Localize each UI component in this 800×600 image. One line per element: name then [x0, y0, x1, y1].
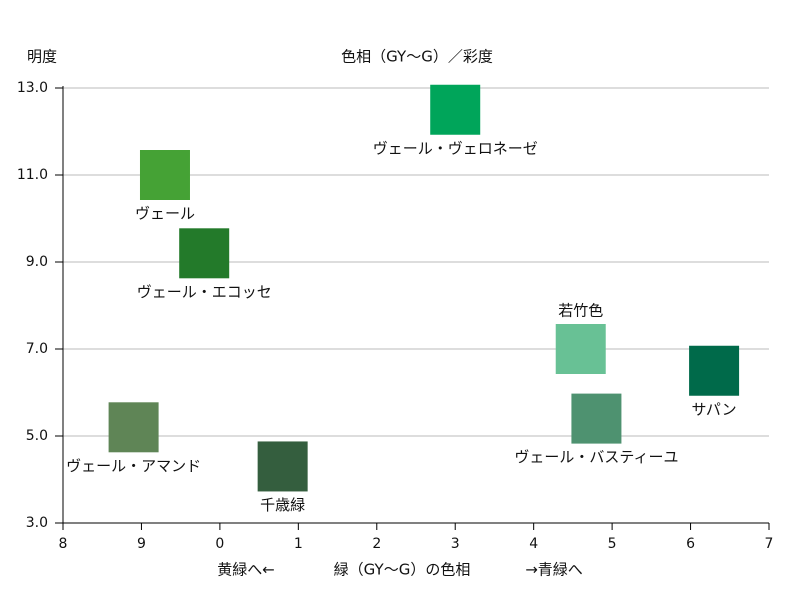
color-swatch — [108, 402, 159, 453]
x-tick-label: 3 — [451, 536, 460, 552]
x-tick-label: 8 — [59, 536, 68, 552]
point-label: 千歳緑 — [260, 496, 305, 514]
y-tick-label: 9.0 — [26, 254, 48, 270]
x-annotation: 黄緑へ← — [217, 561, 275, 579]
point-label: ヴェール・アマンド — [66, 457, 201, 475]
x-tick-label: 7 — [765, 536, 774, 552]
x-tick-label: 2 — [372, 536, 381, 552]
color-swatch — [571, 393, 622, 444]
point-label: ヴェール・エコッセ — [137, 283, 272, 301]
x-tick-label: 1 — [294, 536, 303, 552]
color-swatch — [689, 345, 740, 396]
chart-title: 色相（GY〜G）／彩度 — [341, 48, 493, 66]
color-swatch — [257, 441, 308, 492]
y-axis-label: 明度 — [27, 48, 57, 66]
x-tick-label: 0 — [215, 536, 224, 552]
point-label: 若竹色 — [558, 302, 603, 320]
x-annotation: →青緑へ — [525, 561, 583, 579]
color-swatch — [555, 324, 606, 374]
x-tick-label: 9 — [137, 536, 146, 552]
x-tick-label: 4 — [529, 536, 538, 552]
y-tick-label: 13.0 — [17, 80, 48, 96]
x-tick-label: 6 — [686, 536, 695, 552]
x-tick-label: 5 — [608, 536, 617, 552]
color-swatch — [179, 228, 230, 279]
point-label: ヴェール — [135, 205, 195, 223]
point-label: ヴェール・ヴェロネーゼ — [373, 139, 538, 157]
y-tick-label: 11.0 — [17, 167, 48, 183]
color-swatch — [430, 84, 481, 135]
y-tick-label: 7.0 — [26, 341, 48, 357]
y-tick-label: 3.0 — [26, 515, 48, 531]
x-axis-label: 緑（GY〜G）の色相 — [334, 561, 471, 579]
y-tick-label: 5.0 — [26, 428, 48, 444]
point-label: ヴェール・バスティーユ — [514, 448, 678, 466]
color-swatch — [139, 150, 190, 200]
point-label: サパン — [692, 400, 737, 418]
